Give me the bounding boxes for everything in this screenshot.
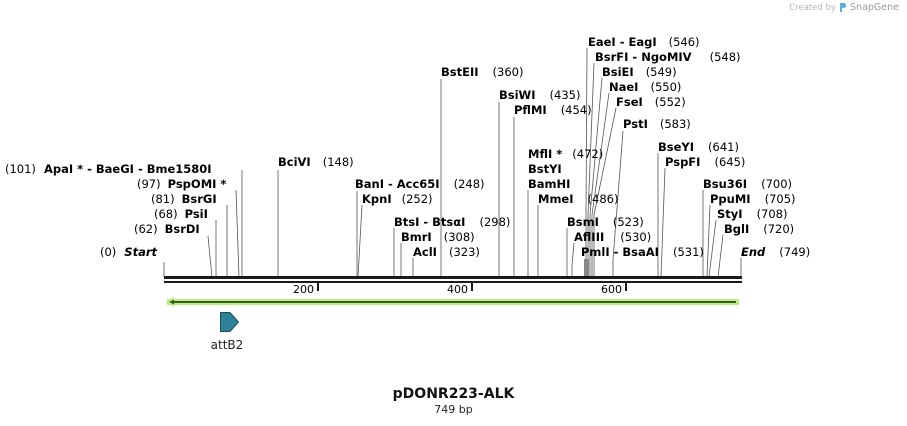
enzyme-label-psii[interactable]: (68) PsiI xyxy=(154,207,208,221)
enzyme-label-eaei[interactable]: EaeI - EagI (546) xyxy=(588,35,700,49)
enzyme-label-bsiei[interactable]: BsiEI (549) xyxy=(602,65,677,79)
enzyme-label-bsrgi[interactable]: (81) BsrGI xyxy=(151,192,217,206)
enzyme-label-bsu36i[interactable]: Bsu36I (700) xyxy=(703,177,792,191)
enzyme-label-bseyi[interactable]: BseYI (641) xyxy=(658,140,739,154)
enzyme-label-btsi[interactable]: BtsI - BtsαI (298) xyxy=(394,215,510,229)
connector-bsrfi xyxy=(587,62,595,216)
enzyme-labels: (101) ApaI * - BaeGI - Bme1580I (97) PspOM… xyxy=(5,35,810,259)
enzyme-label-psti[interactable]: PstI (583) xyxy=(623,117,691,131)
connector-psti xyxy=(612,130,624,261)
connector-bsiei xyxy=(589,77,603,216)
enzyme-label-bgli[interactable]: BglI (720) xyxy=(724,222,794,236)
tick-200 xyxy=(317,283,319,291)
enzyme-label-naei[interactable]: NaeI (550) xyxy=(609,80,681,94)
credit-brand: SnapGene xyxy=(850,2,899,13)
map-title-block: pDONR223-ALK 749 bp xyxy=(0,386,907,416)
enzyme-label-pspomi[interactable]: (97) PspOMI * xyxy=(137,177,226,191)
enzyme-label-fsei[interactable]: FseI (552) xyxy=(616,95,686,109)
enzyme-label-kpni[interactable]: KpnI (252) xyxy=(362,192,433,206)
sequence-backbone xyxy=(164,276,742,283)
enzyme-connector-lines xyxy=(163,47,742,278)
connector-naei xyxy=(591,92,610,216)
enzyme-label-bsteii[interactable]: BstEII (360) xyxy=(441,65,523,79)
enzyme-label-mmei[interactable]: MmeI (486) xyxy=(538,192,618,206)
enzyme-label-acli[interactable]: AclI (323) xyxy=(413,245,480,259)
pmli-site-marker xyxy=(584,259,589,277)
tick-label-400: 400 xyxy=(447,283,468,296)
enzyme-label-bmri[interactable]: BmrI (308) xyxy=(401,230,475,244)
snapgene-logo-icon xyxy=(840,3,847,12)
plasmid-name: pDONR223-ALK xyxy=(392,386,515,402)
connector-styi xyxy=(708,219,717,278)
plasmid-length: 749 bp xyxy=(434,403,473,416)
enzyme-label-bani[interactable]: BanI - Acc65I (248) xyxy=(355,177,485,191)
connector-afliii xyxy=(571,242,575,266)
feature-label-attb2: attB2 xyxy=(211,338,244,352)
tick-400 xyxy=(471,283,473,291)
enzyme-label-pmli[interactable]: PmlI - BsaAI (531) xyxy=(581,245,704,259)
connector-pspfi xyxy=(660,167,666,278)
feature-arrow-icon xyxy=(220,312,240,332)
feature-attb2[interactable]: attB2 xyxy=(211,312,244,353)
tick-label-600: 600 xyxy=(601,283,622,296)
enzyme-label-apai[interactable]: (101) ApaI * - BaeGI - Bme1580I xyxy=(5,162,212,176)
enzyme-label-bstyi[interactable]: BstYI xyxy=(528,162,562,176)
connector-bsrdi xyxy=(207,235,213,278)
start-label: (0) Start xyxy=(100,245,158,259)
connector-ppumi xyxy=(706,204,711,278)
enzyme-label-styi[interactable]: StyI (708) xyxy=(717,207,788,221)
enzyme-label-bsmi[interactable]: BsmI (523) xyxy=(567,215,644,229)
credit-prefix: Created by xyxy=(789,2,837,13)
tick-label-200: 200 xyxy=(293,283,314,296)
snapgene-credit: Created by SnapGene xyxy=(789,2,899,13)
connector-kpni xyxy=(357,204,363,278)
backbone-bottom-strand xyxy=(164,281,742,283)
reverse-primer-bar[interactable] xyxy=(166,297,739,307)
enzyme-label-afliii[interactable]: AflIII (530) xyxy=(574,230,651,244)
tick-600 xyxy=(625,283,627,291)
connector-eaei xyxy=(585,47,588,216)
enzyme-label-mfli[interactable]: MflI * (472) xyxy=(528,147,603,161)
end-label: End (749) xyxy=(741,245,810,259)
backbone-top-strand xyxy=(164,276,742,279)
ruler: 200 400 600 xyxy=(293,283,627,296)
connector-pspomi xyxy=(235,189,240,278)
enzyme-label-ppumi[interactable]: PpuMI (705) xyxy=(710,192,796,206)
enzyme-label-pspfi[interactable]: PspFI (645) xyxy=(665,155,745,169)
connector-fsei xyxy=(593,107,617,216)
enzyme-label-bsiwi[interactable]: BsiWI (435) xyxy=(499,88,580,102)
connector-bgli xyxy=(717,234,724,278)
enzyme-label-bamhi[interactable]: BamHI xyxy=(528,177,570,191)
enzyme-label-bcivi[interactable]: BciVI (148) xyxy=(278,155,354,169)
enzyme-label-bsrfi[interactable]: BsrFI - NgoMIV (548) xyxy=(595,50,741,64)
enzyme-label-pflmi[interactable]: PflMI (454) xyxy=(514,103,592,117)
enzyme-label-bsrdi[interactable]: (62) BsrDI xyxy=(134,222,200,236)
